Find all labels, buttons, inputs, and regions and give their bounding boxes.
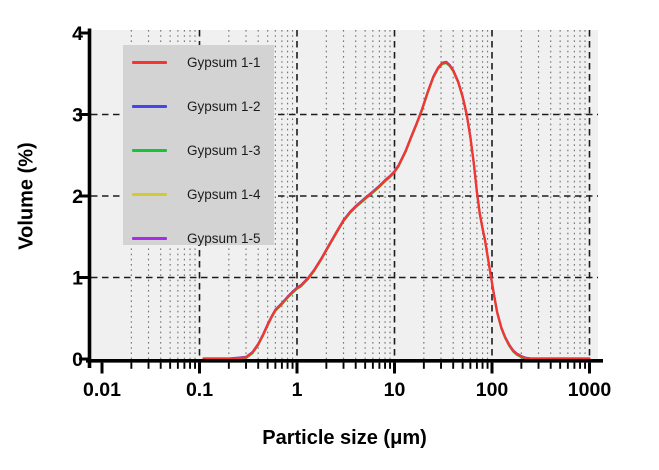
y-axis-title: Volume (%): [15, 142, 38, 250]
legend-color-line: [132, 192, 167, 196]
y-tick-label: 3: [72, 105, 83, 127]
legend-item-label: Gypsum 1-5: [187, 230, 261, 246]
legend-color-line: [132, 236, 167, 240]
x-tick-label: 0.01: [83, 379, 121, 401]
legend-item: Gypsum 1-1: [132, 54, 261, 70]
y-tick-label: 0: [72, 349, 83, 371]
legend-item-label: Gypsum 1-3: [187, 142, 261, 158]
y-tick-label: 4: [72, 23, 83, 45]
legend-item-label: Gypsum 1-4: [187, 186, 261, 202]
x-tick-label: 10: [384, 379, 406, 401]
y-tick-label: 1: [72, 268, 83, 290]
legend-item-label: Gypsum 1-1: [187, 54, 261, 70]
x-tick-label: 0.1: [186, 379, 213, 401]
x-tick-label: 100: [476, 379, 509, 401]
legend-color-line: [132, 60, 167, 64]
y-tick-label: 2: [72, 186, 83, 208]
legend-item: Gypsum 1-2: [132, 98, 261, 114]
legend-item-label: Gypsum 1-2: [187, 98, 261, 114]
legend-color-line: [132, 104, 167, 108]
x-axis-title: Particle size (μm): [262, 427, 427, 449]
legend-color-line: [132, 148, 167, 152]
x-tick-label: 1: [292, 379, 303, 401]
legend-item: Gypsum 1-5: [132, 230, 261, 246]
legend-item: Gypsum 1-3: [132, 142, 261, 158]
x-tick-label: 1000: [568, 379, 612, 401]
series-line-gypsum-1-1: [202, 61, 591, 361]
legend: Gypsum 1-1 Gypsum 1-2 Gypsum 1-3 Gypsum 1-4…: [123, 45, 274, 246]
legend-item: Gypsum 1-4: [132, 186, 261, 202]
